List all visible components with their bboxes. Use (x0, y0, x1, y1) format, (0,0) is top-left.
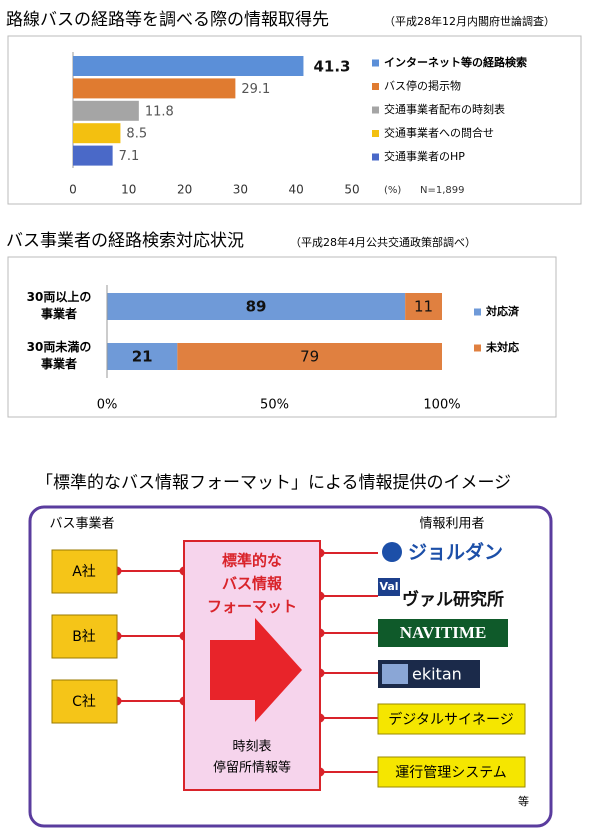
chart-2: 0% 50% 100% 30両以上の事業者 89 11 30両未満の事業者 21 79 対応済未対… (26, 285, 520, 413)
value-label: 11 (414, 298, 433, 316)
legend-label: バス停の掲示物 (384, 79, 461, 93)
providers-label: バス事業者 (49, 516, 114, 532)
arrow (210, 618, 302, 722)
x-tick-label: 50% (260, 398, 289, 413)
x-tick-label: 100% (423, 398, 460, 413)
x-tick-label: 50 (344, 183, 359, 197)
legend-swatch (474, 308, 481, 316)
x-tick-label: 30 (233, 183, 248, 197)
chart-title: 路線バスの経路等を調べる際の情報取得先 (6, 10, 329, 30)
legend-label: 交通事業者配布の時刻表 (384, 102, 505, 116)
x-unit: (%) (384, 185, 401, 196)
user: デジタルサイネージ (388, 711, 513, 728)
legend-label: 対応済 (485, 304, 520, 318)
bar (73, 78, 236, 99)
provider: A社 (72, 564, 96, 580)
y-tick-label: 30両以上の事業者 (26, 290, 92, 321)
logo-icon (382, 664, 408, 684)
user: ヴァル研究所 (402, 589, 504, 610)
legend-label: 交通事業者のHP (384, 149, 465, 163)
note: N=1,899 (420, 185, 465, 196)
category-wrap: 30両未満の事業者 (26, 340, 92, 371)
user-icon: Val (379, 580, 398, 593)
chart-title: バス事業者の経路検索対応状況 (6, 231, 244, 251)
legend-swatch (474, 344, 481, 352)
category-wrap: 30両以上の事業者 (26, 290, 92, 321)
chart-1: 0 10 20 30 40 50 (%) N=1,899 41.3 インターネット等の経路検索 29… (69, 52, 527, 197)
legend-swatch (372, 106, 379, 114)
user-box (377, 756, 526, 788)
chart-subtitle: （平成28年12月内閣府世論調査） (384, 14, 555, 28)
user-box (377, 703, 526, 735)
value-label: 79 (300, 348, 319, 366)
bar (73, 56, 304, 76)
legend-swatch (372, 83, 379, 90)
bar (73, 145, 113, 166)
user: 運行管理システム (395, 765, 507, 781)
user: ジョルダン (408, 541, 503, 564)
value-label: 21 (132, 348, 153, 366)
legend-swatch (372, 153, 379, 161)
bar-segment (177, 343, 442, 370)
x-tick-label: 20 (177, 183, 192, 197)
legend-label: 交通事業者への問合せ (384, 126, 494, 140)
x-tick-label: 40 (289, 183, 304, 197)
format-label: 標準的な バス情報 フォーマット (207, 552, 297, 616)
user: ekitan (412, 665, 462, 684)
x-tick-label: 0 (69, 183, 77, 197)
value-label: 41.3 (313, 58, 350, 76)
bar (73, 100, 139, 121)
logo-icon (378, 578, 400, 596)
value-label: 89 (246, 298, 267, 316)
format-line: バス情報 (222, 575, 283, 593)
user: NAVITIME (400, 623, 487, 642)
bar-segment (107, 293, 406, 320)
chart-frame (7, 256, 557, 418)
bar-segment (405, 293, 442, 320)
bar-segment (107, 343, 178, 370)
users: ジョルダン Val ヴァル研究所 NAVITIME ekitan デジタルサイネ… (377, 541, 526, 788)
y-tick-label: 30両未満の事業者 (26, 340, 92, 371)
format-content: 停留所情報等 (213, 760, 291, 776)
value-label: 8.5 (126, 127, 147, 142)
user-box (378, 619, 508, 647)
users-label: 情報利用者 (419, 517, 484, 532)
format-line: 標準的な (222, 552, 282, 570)
provider-box (51, 679, 118, 724)
provider-box (51, 549, 118, 594)
x-tick-label: 0% (97, 398, 118, 413)
format-content: 時刻表 (232, 740, 271, 755)
provider: B社 (72, 629, 96, 645)
legend-label: インターネット等の経路検索 (384, 55, 527, 69)
x-tick-label: 10 (121, 183, 136, 197)
provider-box (51, 614, 118, 659)
chart-subtitle: （平成28年4月公共交通政策部調べ） (290, 235, 476, 249)
diagram-title: 「標準的なバス情報フォーマット」による情報提供のイメージ (36, 473, 511, 493)
etc: 等 (518, 794, 529, 808)
bar (73, 123, 121, 144)
providers: A社 B社 C社 (51, 549, 118, 724)
value-label: 7.1 (119, 149, 140, 164)
format-line: フォーマット (207, 598, 297, 616)
legend-swatch (372, 130, 379, 137)
logo-icon (382, 542, 402, 562)
chart-frame (7, 35, 582, 205)
legend-swatch (372, 59, 379, 67)
value-label: 11.8 (145, 104, 174, 119)
provider: C社 (72, 694, 96, 710)
legend-label: 未対応 (485, 340, 519, 354)
value-label: 29.1 (241, 82, 270, 97)
